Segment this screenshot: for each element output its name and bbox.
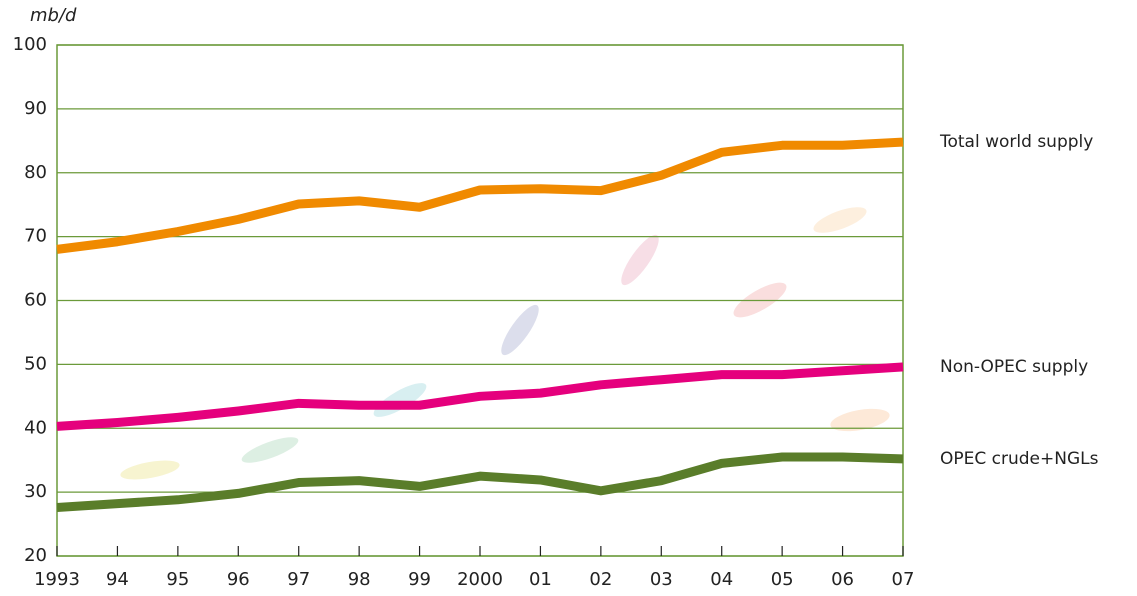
series-line <box>57 142 903 249</box>
x-tick-label: 94 <box>106 569 129 590</box>
y-tick-label: 70 <box>24 226 47 247</box>
y-tick-label: 80 <box>24 162 47 183</box>
y-tick-label: 100 <box>13 34 47 55</box>
chart: mb/d 20 30 40 50 60 70 80 90 100 1993 94 95 96 97 98 99… <box>0 0 1137 596</box>
y-tick-label: 60 <box>24 290 47 311</box>
background-decoration <box>119 202 891 483</box>
x-tick-label: 97 <box>287 569 310 590</box>
y-tick-label: 30 <box>24 481 47 502</box>
y-tick-label: 40 <box>24 417 47 438</box>
x-tick-label: 1993 <box>34 569 80 590</box>
x-tick-label: 05 <box>771 569 794 590</box>
x-tick-label: 07 <box>892 569 915 590</box>
series-label: Total world supply <box>939 132 1093 152</box>
x-tick-label: 01 <box>529 569 552 590</box>
y-tick-label: 90 <box>24 98 47 119</box>
series-label: Non-OPEC supply <box>940 357 1088 377</box>
series-label: OPEC crude+NGLs <box>940 449 1099 469</box>
x-tick-label: 96 <box>227 569 250 590</box>
y-axis-label: mb/d <box>30 5 77 26</box>
y-tick-label: 20 <box>24 545 47 566</box>
x-tick-label: 06 <box>831 569 854 590</box>
x-tick-label: 98 <box>348 569 371 590</box>
x-tick-label: 04 <box>710 569 733 590</box>
x-tick-label: 02 <box>589 569 612 590</box>
y-tick-label: 50 <box>24 353 47 374</box>
x-tick-label: 99 <box>408 569 431 590</box>
x-tick-label: 03 <box>650 569 673 590</box>
x-tick-label: 2000 <box>457 569 503 590</box>
x-tick-label: 95 <box>166 569 189 590</box>
series-line <box>57 367 903 426</box>
series-line <box>57 457 903 507</box>
